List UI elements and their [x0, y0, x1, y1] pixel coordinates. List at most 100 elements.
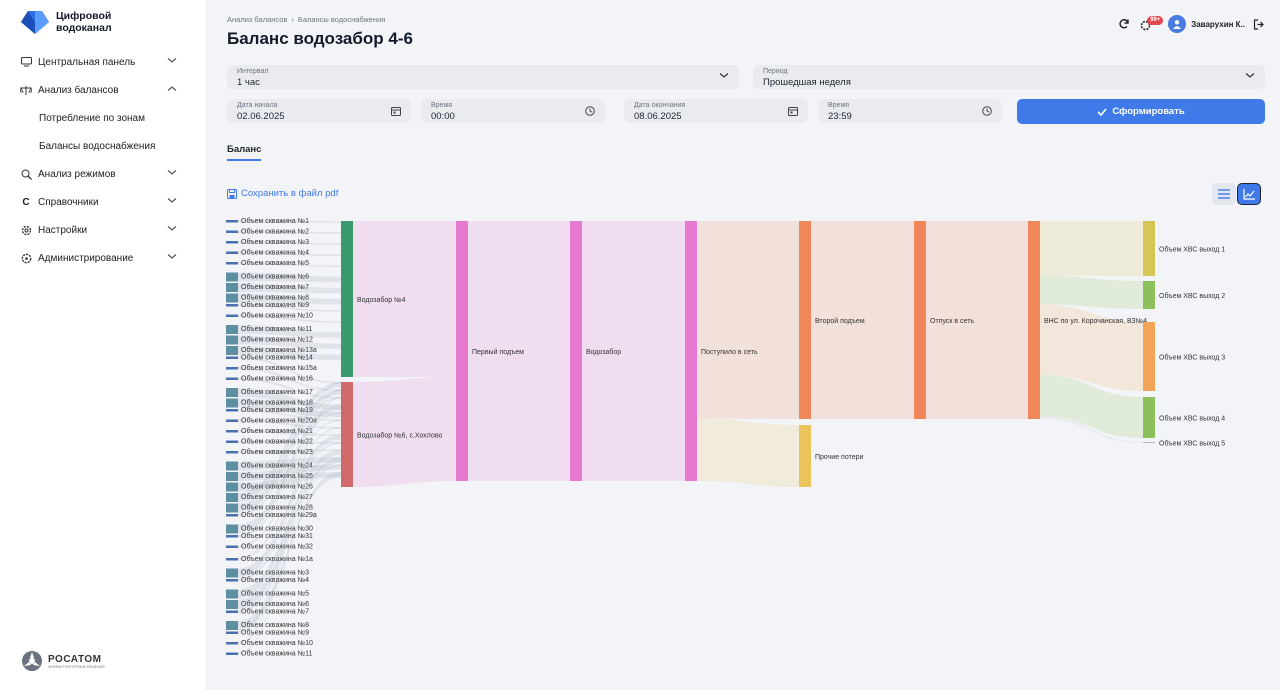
sankey-node [1028, 221, 1040, 419]
user-name[interactable]: Заварухин К.. [1191, 19, 1245, 29]
well-link [237, 230, 341, 234]
well-node [226, 241, 238, 244]
sankey-node-label: Второй подъем [815, 317, 865, 325]
well-link [237, 464, 341, 481]
sankey-node-label: ВНС по ул. Корочанская, ВЗ№4 [1044, 318, 1147, 325]
breadcrumb-item[interactable]: Анализ балансов [227, 15, 288, 24]
well-node [226, 220, 238, 223]
well-node [226, 283, 238, 292]
well-link [237, 251, 341, 256]
well-link [237, 430, 341, 436]
refresh-icon[interactable] [1118, 18, 1130, 30]
field-value: 02.06.2025 [237, 111, 285, 122]
sankey-node-label: Объем ХВС выход 1 [1159, 246, 1225, 254]
sankey-node [1143, 281, 1155, 309]
app-name: Цифровой водоканал [56, 10, 112, 34]
well-link [237, 293, 341, 305]
sankey-node [341, 382, 353, 487]
well-link [237, 220, 341, 223]
flow-link [811, 221, 914, 419]
well-label: Объем скважина №11 [241, 650, 313, 658]
well-link [237, 419, 341, 429]
interval-select[interactable]: Интервал 1 час [227, 65, 739, 89]
period-select[interactable]: Период Прошедшая неделя [753, 65, 1265, 89]
header-actions: 99+ Заварухин К.. [1118, 15, 1264, 33]
well-node [226, 251, 238, 254]
app-logo[interactable]: Цифровой водоканал [20, 9, 126, 35]
well-node [226, 545, 238, 548]
well-node [226, 419, 238, 422]
well-link [237, 377, 341, 399]
sidebar-item-settings[interactable]: Настройки [0, 216, 207, 244]
sidebar-item-admin[interactable]: Администрирование [0, 244, 207, 272]
sankey-node [1143, 322, 1155, 391]
search-chart-icon [20, 168, 32, 180]
sidebar-item-modes[interactable]: Анализ режимов [0, 160, 207, 188]
calendar-icon[interactable] [391, 106, 401, 116]
generate-button[interactable]: Сформировать [1017, 99, 1265, 124]
start-time-field[interactable]: Время 00:00 [421, 99, 605, 123]
sidebar-item-references[interactable]: C Справочники [0, 188, 207, 216]
gear-icon [20, 224, 32, 236]
well-link [237, 449, 341, 454]
tab-balance[interactable]: Баланс [227, 144, 262, 155]
sidebar-item-balances[interactable]: Анализ балансов [0, 76, 207, 104]
chart-view-button[interactable] [1237, 183, 1261, 205]
well-node [226, 461, 238, 471]
clock-icon[interactable] [585, 106, 595, 116]
well-label: Объем скважина №10 [241, 312, 313, 320]
chevron-down-icon [167, 170, 177, 175]
end-date-field[interactable]: Дата окончания 08.06.2025 [624, 99, 808, 123]
flow-link [353, 221, 456, 377]
sidebar-subitem-water-balances[interactable]: Балансы водоснабжения [39, 140, 156, 152]
flow-link [353, 377, 456, 487]
well-node [226, 304, 238, 307]
well-node [226, 600, 238, 609]
well-link [237, 388, 341, 410]
user-icon [1173, 20, 1182, 29]
avatar[interactable] [1168, 15, 1187, 33]
well-link [237, 389, 341, 645]
save-pdf-link[interactable]: Сохранить в файл pdf [227, 188, 338, 199]
notifications-badge: 99+ [1147, 16, 1164, 25]
start-date-field[interactable]: Дата начала 02.06.2025 [227, 99, 411, 123]
reference-icon: C [22, 196, 30, 208]
sidebar-item-label: Анализ балансов [38, 84, 119, 96]
well-label: Объем скважина №18 [241, 399, 313, 407]
end-time-field[interactable]: Время 23:59 [818, 99, 1002, 123]
notifications-button[interactable]: 99+ [1140, 16, 1164, 31]
well-label: Объем скважина №10 [241, 639, 313, 647]
well-node [226, 535, 238, 538]
list-icon [1218, 189, 1230, 199]
field-value: 23:59 [828, 111, 852, 122]
field-label: Период [763, 68, 788, 75]
well-link [237, 304, 341, 312]
chevron-down-icon [719, 73, 729, 78]
sidebar-subitem-consumption[interactable]: Потребление по зонам [39, 112, 145, 124]
sankey-node-label: Объем ХВС выход 5 [1159, 440, 1225, 448]
well-label: Объем скважина №14 [241, 354, 313, 362]
logout-icon[interactable] [1253, 18, 1264, 30]
well-node [226, 621, 238, 630]
well-label: Объем скважина №4 [241, 249, 309, 257]
well-node [226, 482, 238, 492]
well-link [237, 434, 341, 578]
flow-link [926, 221, 1028, 419]
well-link [237, 314, 341, 323]
well-label: Объем скважина №15а [241, 364, 317, 372]
well-link [237, 404, 341, 534]
breadcrumb-item[interactable]: Балансы водоснабжения [297, 15, 386, 24]
well-link [237, 262, 341, 268]
well-link [237, 427, 341, 561]
sidebar-item-dashboard[interactable]: Центральная панель [0, 48, 207, 76]
well-label: Объем скважина №25 [241, 472, 313, 480]
well-label: Объем скважина №7 [241, 283, 309, 291]
clock-icon[interactable] [982, 106, 992, 116]
list-view-button[interactable] [1212, 183, 1236, 205]
well-link [237, 464, 341, 613]
well-node [226, 451, 238, 454]
calendar-icon[interactable] [788, 106, 798, 116]
generate-button-label: Сформировать [1112, 106, 1185, 117]
sankey-node-label: Поступило в сеть [701, 349, 758, 356]
well-label: Объем скважина №3 [241, 569, 309, 577]
